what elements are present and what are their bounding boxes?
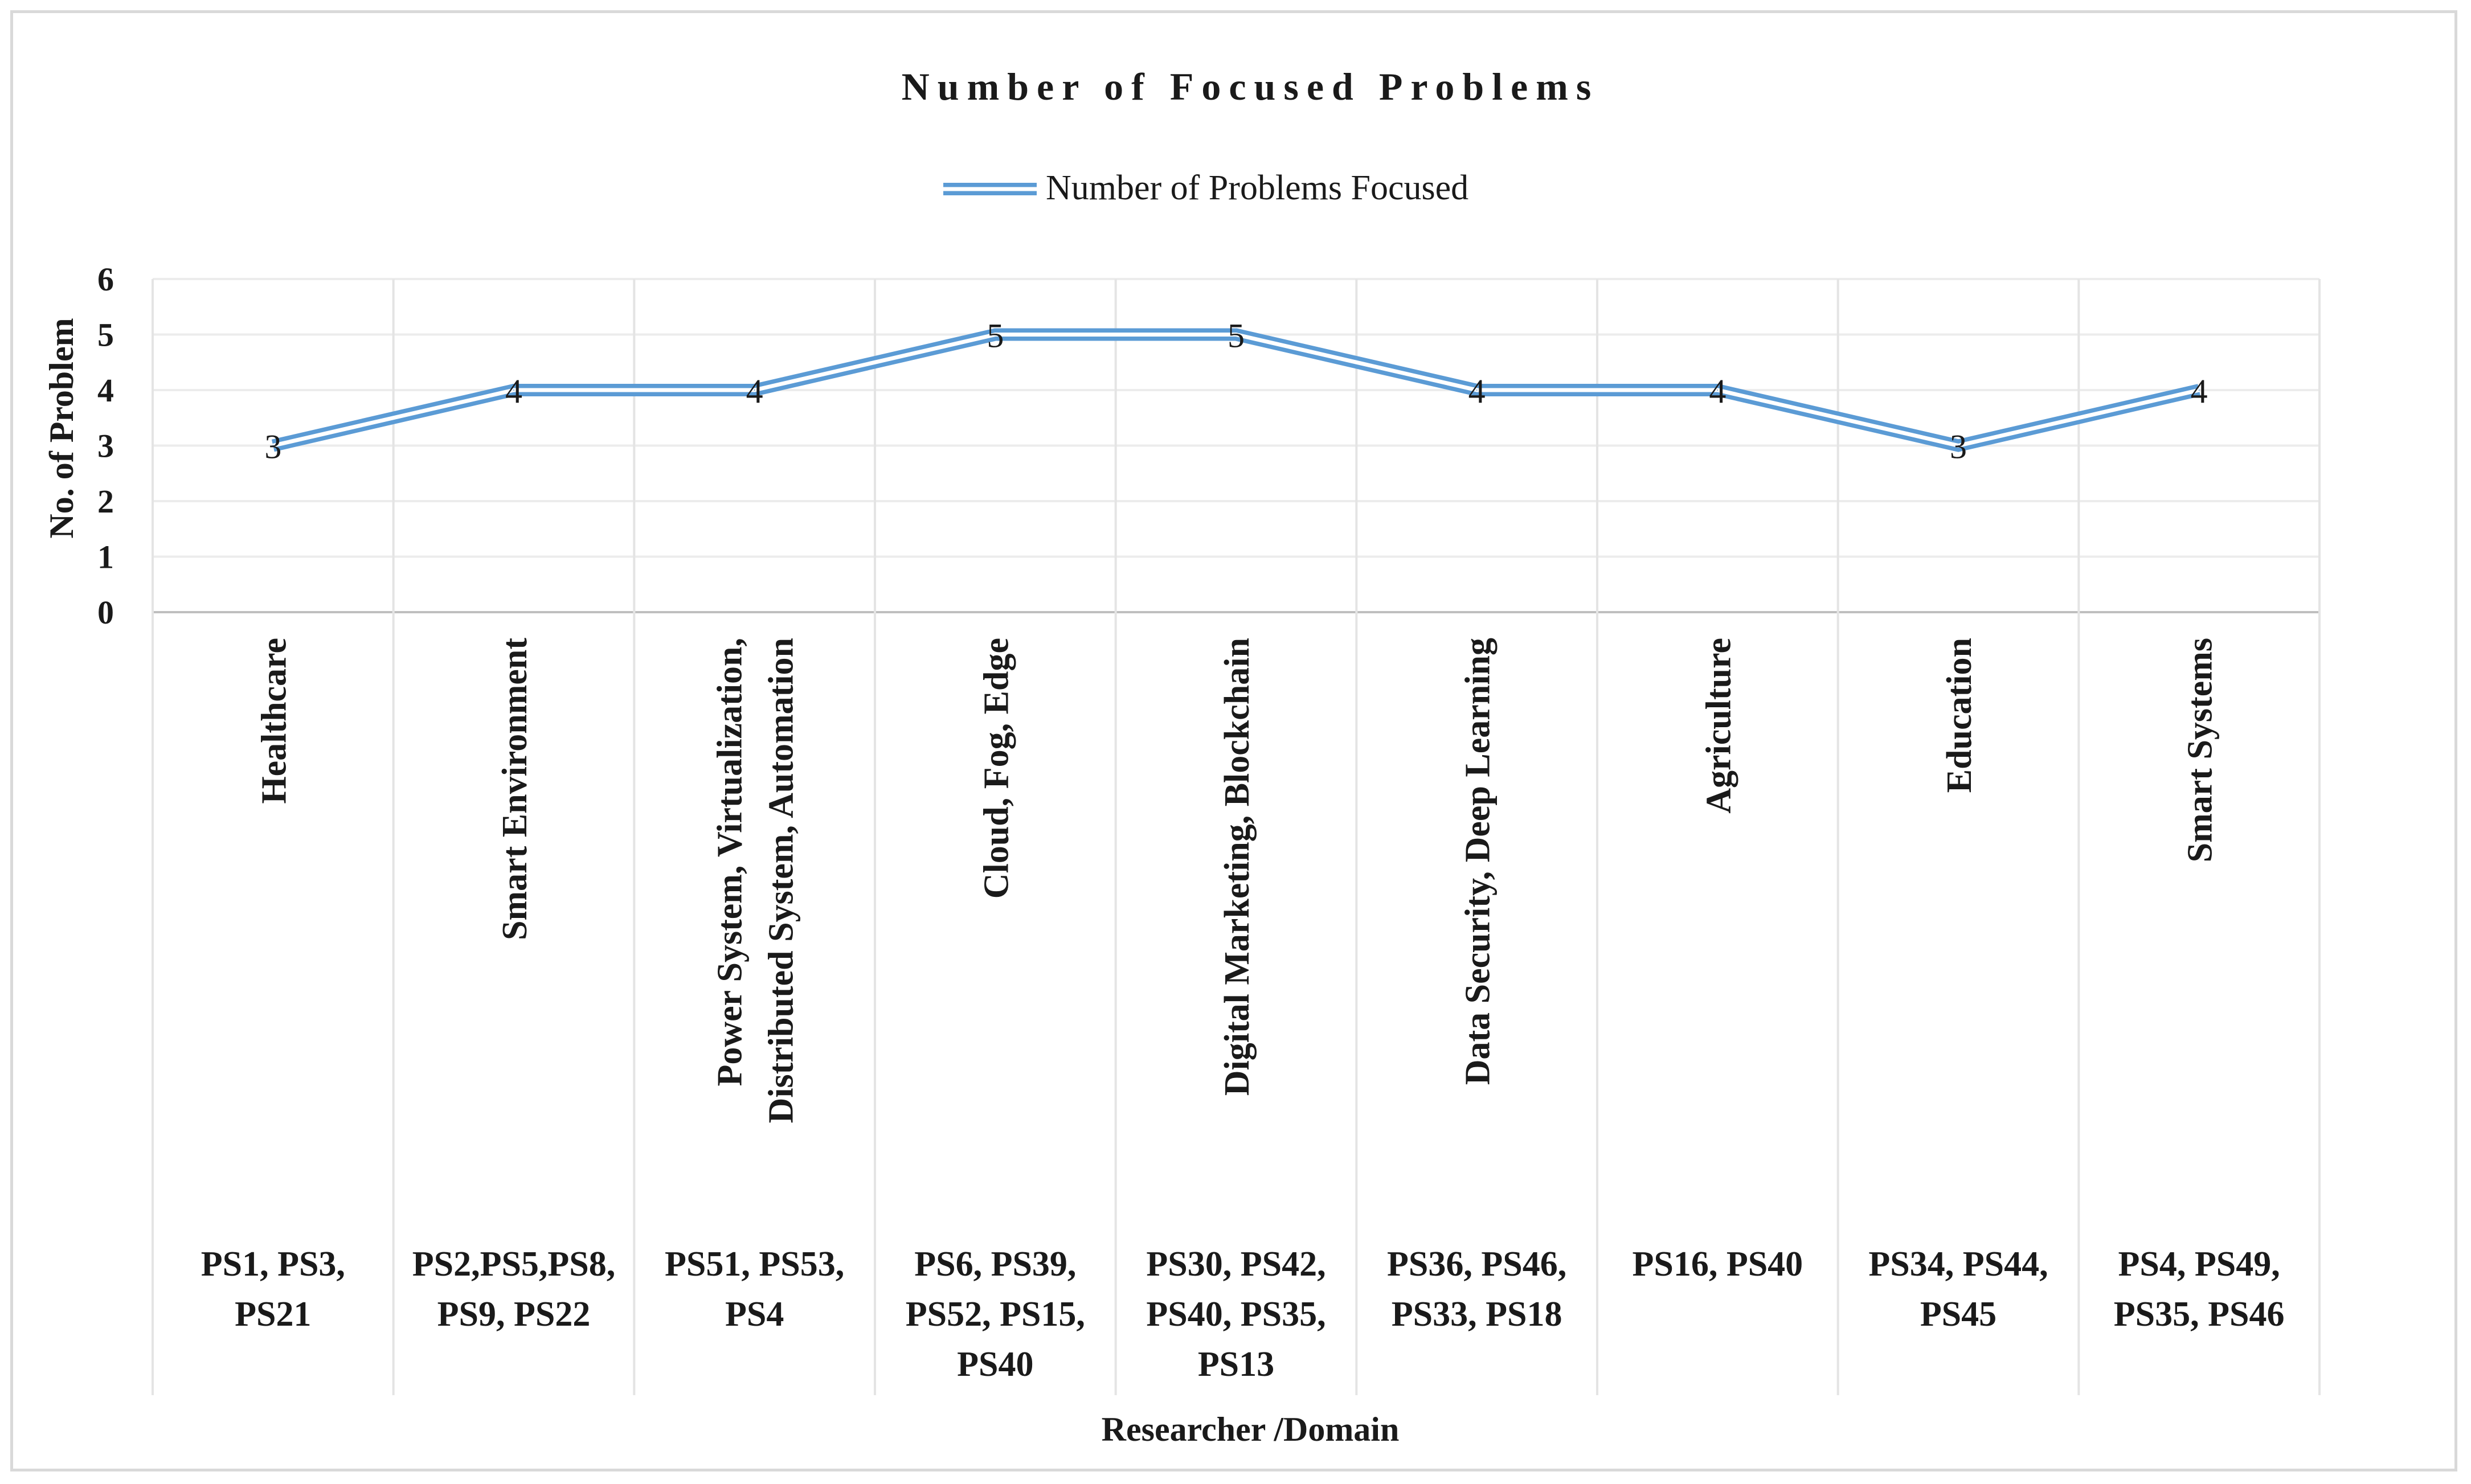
problem-code-label: PS40, PS35, [1146, 1295, 1325, 1334]
category-label: Power System, Virtualization, [711, 638, 750, 1087]
y-axis-ticks: 0 1 2 3 4 5 6 [97, 261, 114, 631]
legend: Number of Problems Focused [943, 169, 1468, 207]
problem-code-label: PS13 [1198, 1345, 1274, 1384]
category-label: Agriculture [1699, 638, 1738, 814]
category-label: Data Security, Deep Learning [1459, 638, 1498, 1085]
data-label: 4 [1468, 372, 1486, 410]
data-labels: 3 4 4 5 5 4 4 3 4 [264, 317, 2207, 466]
data-point [2198, 390, 2200, 391]
legend-label: Number of Problems Focused [1046, 169, 1468, 207]
problem-code-label: PS36, PS46, [1387, 1245, 1566, 1284]
y-tick-label: 4 [97, 372, 114, 409]
data-point [1476, 390, 1478, 391]
problem-code-label: PS35, PS46 [2114, 1295, 2285, 1334]
problem-code-label: PS34, PS44, [1868, 1245, 2048, 1284]
chart-frame [10, 10, 2457, 1471]
data-label: 5 [987, 317, 1004, 355]
y-tick-label: 5 [97, 317, 114, 354]
category-labels: Healthcare Smart Environment Power System,… [255, 638, 2219, 1124]
data-label: 3 [264, 428, 281, 466]
data-label: 4 [746, 372, 763, 410]
problem-code-label: PS40 [957, 1345, 1033, 1384]
category-label: Cloud, Fog, Edge [977, 638, 1016, 899]
category-label: Smart Systems [2181, 638, 2220, 862]
y-tick-label: 0 [97, 594, 114, 631]
data-label: 4 [505, 372, 522, 410]
problem-code-label: PS2,PS5,PS8, [412, 1245, 616, 1284]
problem-code-label: PS52, PS15, [906, 1295, 1085, 1334]
y-tick-label: 2 [97, 483, 114, 520]
category-label: Distributed System, Automation [762, 638, 801, 1124]
chart-title: Number of Focused Problems [902, 65, 1599, 108]
problem-code-label: PS33, PS18 [1392, 1295, 1562, 1334]
problem-code-label: PS51, PS53, [665, 1245, 844, 1284]
y-tick-label: 3 [97, 428, 114, 465]
data-point [1236, 334, 1237, 335]
problem-code-label: PS4 [725, 1295, 784, 1334]
problem-code-labels: PS1, PS3, PS21 PS2,PS5,PS8, PS9, PS22 PS51, … [201, 1245, 2285, 1384]
x-axis-label: Researcher /Domain [1102, 1411, 1400, 1448]
data-point [754, 390, 755, 391]
data-label: 5 [1228, 317, 1245, 355]
y-tick-label: 1 [97, 539, 114, 576]
problem-code-label: PS30, PS42, [1146, 1245, 1325, 1284]
category-label: Healthcare [255, 638, 293, 804]
problem-code-label: PS9, PS22 [437, 1295, 591, 1334]
problem-code-label: PS1, PS3, [201, 1245, 345, 1284]
data-point [1958, 445, 1959, 446]
data-label: 4 [2191, 372, 2208, 410]
problem-code-label: PS16, PS40 [1632, 1245, 1803, 1284]
data-label: 4 [1709, 372, 1726, 410]
category-label: Digital Marketing, Blockchain [1218, 638, 1257, 1096]
y-axis-label: No. of Problem [43, 318, 80, 538]
problem-code-label: PS6, PS39, [914, 1245, 1076, 1284]
problem-code-label: PS21 [235, 1295, 311, 1334]
problem-code-label: PS45 [1920, 1295, 1997, 1334]
data-point [1717, 390, 1719, 391]
y-tick-label: 6 [97, 261, 114, 298]
data-point [513, 390, 514, 391]
category-label: Smart Environment [496, 638, 534, 940]
category-label: Education [1940, 638, 1979, 793]
problem-code-label: PS4, PS49, [2118, 1245, 2280, 1284]
series-line [271, 328, 2201, 452]
data-label: 3 [1950, 428, 1967, 466]
data-point [272, 445, 274, 446]
data-point [995, 334, 996, 335]
